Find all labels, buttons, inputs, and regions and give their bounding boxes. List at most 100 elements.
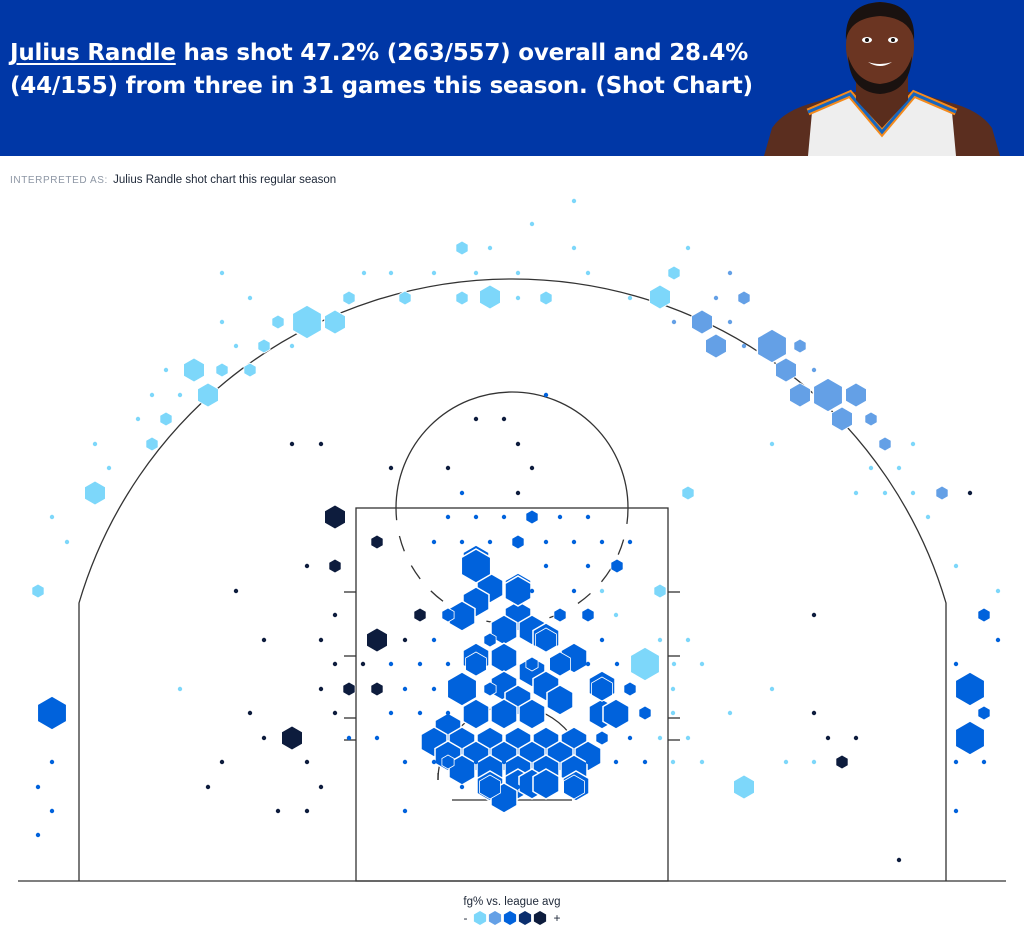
shot-hex: [789, 382, 811, 408]
shot-dot: [515, 441, 521, 447]
shot-hex: [342, 290, 356, 306]
shot-dot: [613, 759, 619, 765]
shot-dot: [304, 759, 310, 765]
shot-dot: [49, 759, 55, 765]
shot-hex: [462, 698, 490, 730]
shot-hex: [775, 357, 797, 383]
headline-text-1: has shot 47.2% (263/557) overall and 28.…: [175, 40, 749, 66]
shot-dot: [219, 319, 225, 325]
shot-hex: [835, 754, 849, 770]
shot-dot: [431, 539, 437, 545]
legend-minus: -: [463, 911, 468, 925]
shot-dot: [557, 686, 563, 692]
shot-dot: [402, 637, 408, 643]
shot-hex: [546, 684, 574, 716]
shot-hex: [145, 436, 159, 452]
shot-dot: [599, 588, 605, 594]
shot-dot: [49, 808, 55, 814]
shot-dot: [727, 270, 733, 276]
shot-dot: [571, 539, 577, 545]
shot-hex: [324, 504, 346, 530]
shot-dot: [995, 588, 1001, 594]
shot-dot: [247, 295, 253, 301]
shot-hex: [370, 681, 384, 697]
shot-hex: [257, 338, 271, 354]
shot-dot: [599, 637, 605, 643]
shot-dot: [487, 245, 493, 251]
shot-hex: [878, 436, 892, 452]
shot-dot: [247, 710, 253, 716]
shot-dot: [783, 759, 789, 765]
shot-dot: [49, 514, 55, 520]
shot-dot: [896, 465, 902, 471]
shot-dot: [92, 441, 98, 447]
shot-hex: [954, 720, 986, 756]
shot-dot: [670, 686, 676, 692]
shot-hex: [504, 575, 532, 607]
shot-hex: [518, 698, 546, 730]
shot-dot: [811, 367, 817, 373]
shot-dot: [360, 661, 366, 667]
shot-dot: [882, 490, 888, 496]
legend-swatch: [504, 911, 517, 925]
shot-hex: [31, 583, 45, 599]
shot-dot: [910, 441, 916, 447]
shot-dot: [135, 416, 141, 422]
shot-hex: [525, 656, 539, 672]
shot-dot: [953, 563, 959, 569]
shot-dot: [953, 759, 959, 765]
shot-hex: [483, 681, 497, 697]
shot-dot: [431, 759, 437, 765]
shot-dot: [487, 539, 493, 545]
shot-hex: [84, 480, 106, 506]
shot-dot: [853, 735, 859, 741]
shot-dot: [543, 539, 549, 545]
shot-dot: [543, 563, 549, 569]
shot-hex: [638, 705, 652, 721]
shot-dot: [543, 759, 549, 765]
headline: Julius Randle has shot 47.2% (263/557) o…: [10, 37, 770, 103]
shot-dot: [388, 661, 394, 667]
shot-dot: [571, 198, 577, 204]
shot-dot: [473, 416, 479, 422]
shot-hex: [479, 284, 501, 310]
shot-dot: [431, 637, 437, 643]
legend-plus: +: [553, 911, 561, 925]
shot-hex: [691, 309, 713, 335]
shot-dot: [459, 539, 465, 545]
shot-dot: [685, 637, 691, 643]
shot-hex: [183, 357, 205, 383]
shot-hex: [831, 406, 853, 432]
shot-dot: [529, 465, 535, 471]
shot-dot: [868, 465, 874, 471]
player-name-link[interactable]: Julius Randle: [10, 40, 176, 66]
interpretation-text: Julius Randle shot chart this regular se…: [113, 174, 337, 186]
shot-hex: [667, 265, 681, 281]
shot-dot: [459, 784, 465, 790]
shot-dot: [149, 392, 155, 398]
shot-chart: [18, 198, 1006, 882]
shot-dot: [402, 808, 408, 814]
shot-dot: [163, 367, 169, 373]
shot-hex: [563, 774, 585, 800]
shot-dot: [275, 808, 281, 814]
shot-dot: [219, 759, 225, 765]
shot-hex: [864, 411, 878, 427]
shot-hex: [977, 705, 991, 721]
legend-title: fg% vs. league avg: [463, 896, 561, 908]
shot-hex: [610, 558, 624, 574]
shot-dot: [657, 637, 663, 643]
shot-dot: [445, 465, 451, 471]
shot-hex: [705, 333, 727, 359]
shot-dot: [261, 735, 267, 741]
shot-dot: [853, 490, 859, 496]
shot-dot: [515, 295, 521, 301]
shot-dot: [473, 270, 479, 276]
shot-dot: [671, 319, 677, 325]
shot-hex: [197, 382, 219, 408]
shot-dot: [685, 245, 691, 251]
shot-dot: [501, 514, 507, 520]
shot-dot: [233, 588, 239, 594]
legend: fg% vs. league avg - +: [412, 896, 612, 925]
shot-hex: [793, 338, 807, 354]
